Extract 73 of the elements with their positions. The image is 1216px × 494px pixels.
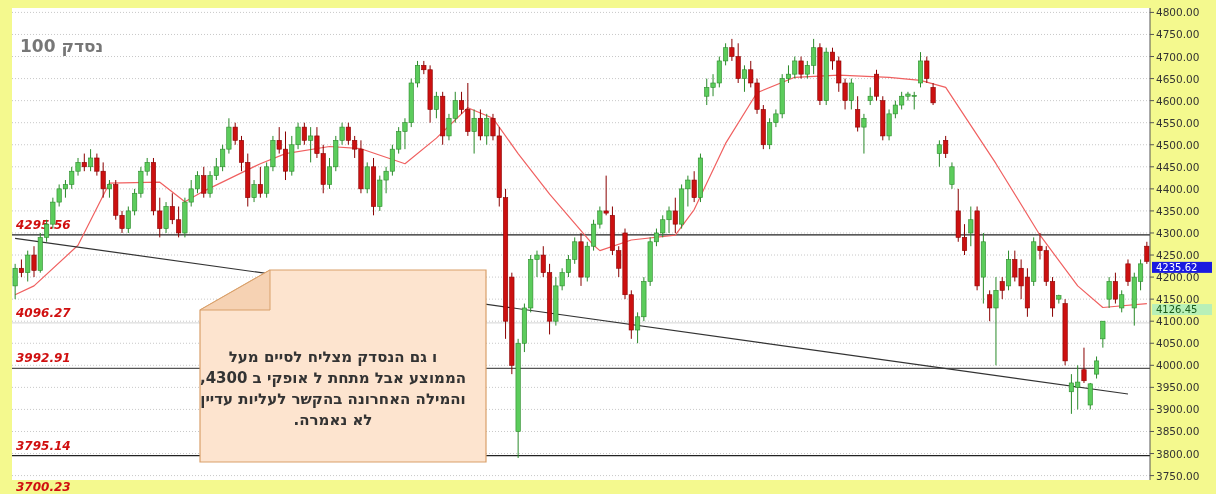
y-tick-label: 4800.00 [1156, 6, 1200, 19]
text: נסדק 100 [20, 36, 104, 56]
candlestick [861, 113, 867, 155]
candlestick [477, 108, 483, 141]
candlestick [924, 56, 930, 84]
candlestick [301, 122, 307, 146]
candlestick [943, 135, 949, 159]
candlestick [1100, 320, 1106, 349]
candlestick [364, 161, 370, 194]
candlestick [672, 197, 678, 234]
candlestick [1144, 241, 1150, 265]
y-tick-label: 3950.00 [1156, 381, 1200, 394]
ref-line-label: 4096.27 [15, 305, 72, 320]
candlestick [1106, 276, 1112, 309]
y-tick-label: 3850.00 [1156, 425, 1200, 438]
candlestick [88, 148, 94, 172]
candlestick [993, 276, 999, 366]
candlestick [163, 201, 169, 234]
candlestick [12, 263, 18, 300]
ref-line-label: 3992.91 [16, 351, 71, 366]
text: 4126.45 [1156, 304, 1198, 316]
y-tick-label: 4450.00 [1156, 160, 1200, 173]
candlestick [603, 175, 609, 216]
y-tick-label: 3800.00 [1156, 447, 1200, 460]
candlestick [741, 64, 747, 93]
y-tick-label: 3900.00 [1156, 403, 1200, 416]
candlestick [433, 91, 439, 119]
candlestick [798, 56, 804, 80]
y-tick-label: 4500.00 [1156, 138, 1200, 151]
y-tick-label: 4050.00 [1156, 337, 1200, 350]
y-tick-label: 4650.00 [1156, 72, 1200, 85]
candlestick [1112, 272, 1118, 305]
candlestick [308, 126, 314, 163]
y-tick-label: 4600.00 [1156, 94, 1200, 107]
y-tick-label: 4250.00 [1156, 249, 1200, 262]
y-tick-label: 4200.00 [1156, 271, 1200, 284]
candlestick [484, 113, 490, 146]
text: 3700.23 [16, 480, 71, 494]
candlestick [968, 206, 974, 247]
candlestick [1081, 347, 1087, 384]
text: 4235.62 [1156, 261, 1198, 273]
candlestick [31, 245, 37, 278]
y-tick-label: 4550.00 [1156, 116, 1200, 129]
candlestick [987, 289, 993, 322]
candlestick [1087, 382, 1093, 410]
candlestick [201, 166, 207, 199]
candlestick [25, 250, 31, 282]
y-tick-label: 3750.00 [1156, 469, 1200, 482]
candlestick [691, 170, 697, 203]
candlestick [1125, 258, 1131, 287]
annotation: ו גם הנסדק מצליח לסיים מעל הממוצע אבל מתחת ל אופקי ב 4300, והמילה האחרונה בהקשר לעליות עדיין לא נאמרה. [199, 348, 467, 429]
candlestick [936, 139, 942, 168]
y-tick-label: 4000.00 [1156, 359, 1200, 372]
candlestick [949, 161, 955, 190]
y-tick-label: 4700.00 [1156, 50, 1200, 63]
candlestick [1119, 289, 1125, 313]
y-tick-label: 4150.00 [1156, 293, 1200, 306]
candlestick [918, 51, 924, 88]
y-tick-label: 4300.00 [1156, 226, 1200, 239]
candlestick [855, 95, 861, 133]
ref-line-label: 3795.14 [16, 438, 71, 453]
y-tick-label: 4100.00 [1156, 315, 1200, 328]
candlestick [471, 108, 477, 155]
candlestick [874, 69, 879, 102]
candlestick [257, 166, 263, 199]
candlestick [999, 276, 1005, 300]
candlestick [930, 82, 936, 106]
candlestick [251, 179, 257, 203]
y-tick-label: 4400.00 [1156, 182, 1200, 195]
y-tick-label: 4750.00 [1156, 28, 1200, 41]
candlestick [1094, 355, 1100, 380]
candlestick [848, 78, 854, 110]
y-tick-label: 4350.00 [1156, 204, 1200, 217]
